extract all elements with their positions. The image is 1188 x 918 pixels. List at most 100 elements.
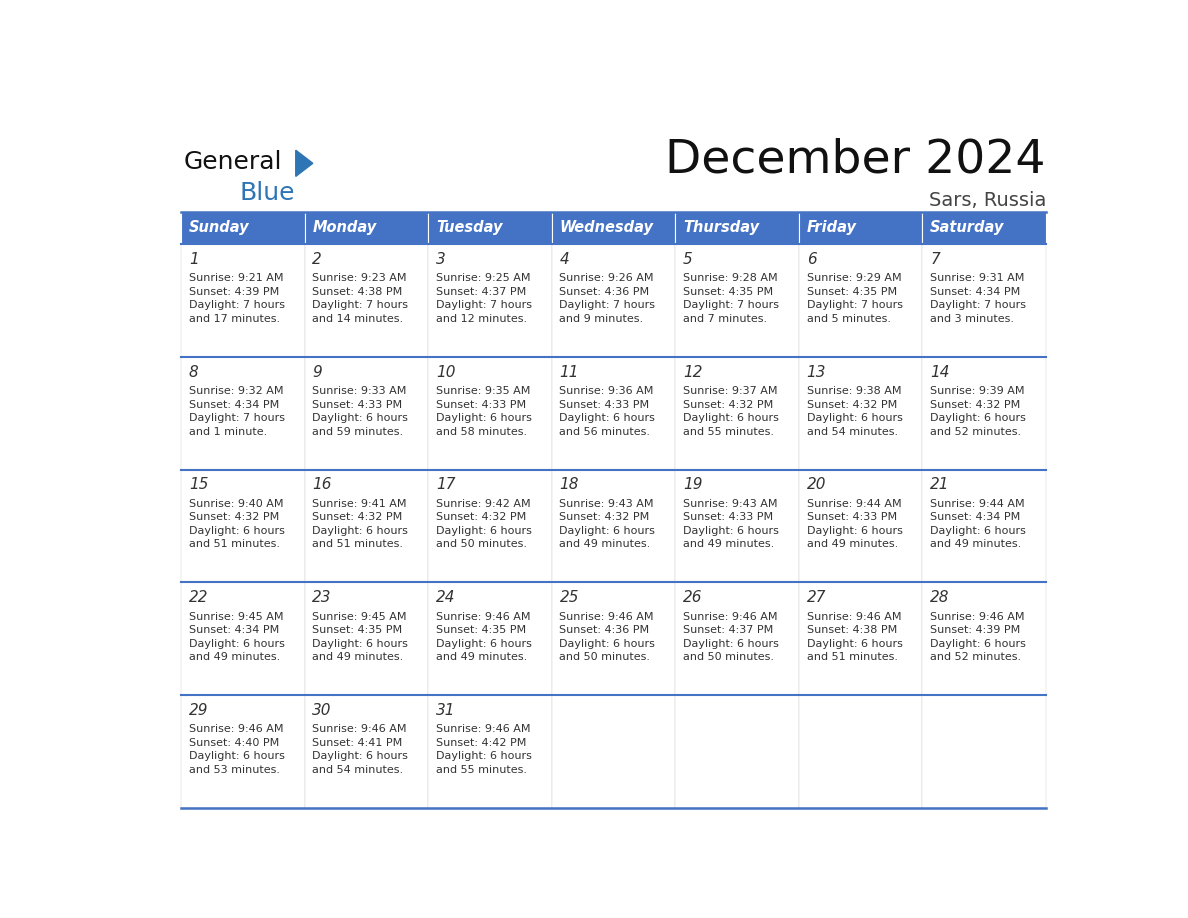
Text: Sunrise: 9:43 AM: Sunrise: 9:43 AM xyxy=(683,498,777,509)
Text: Sunrise: 9:44 AM: Sunrise: 9:44 AM xyxy=(930,498,1025,509)
Bar xyxy=(428,470,551,582)
Text: and 54 minutes.: and 54 minutes. xyxy=(807,427,898,437)
Text: Daylight: 6 hours: Daylight: 6 hours xyxy=(189,526,285,536)
Text: Sunrise: 9:42 AM: Sunrise: 9:42 AM xyxy=(436,498,531,509)
Bar xyxy=(675,212,798,244)
Text: Sunset: 4:33 PM: Sunset: 4:33 PM xyxy=(683,512,773,522)
Bar xyxy=(551,244,675,357)
Text: Sunrise: 9:40 AM: Sunrise: 9:40 AM xyxy=(189,498,283,509)
Text: 28: 28 xyxy=(930,590,949,605)
Text: Sunset: 4:41 PM: Sunset: 4:41 PM xyxy=(312,738,403,748)
Bar xyxy=(181,244,304,357)
Bar xyxy=(428,357,551,470)
Bar xyxy=(922,212,1045,244)
Text: 8: 8 xyxy=(189,364,198,379)
Text: Daylight: 6 hours: Daylight: 6 hours xyxy=(436,413,532,423)
Text: and 12 minutes.: and 12 minutes. xyxy=(436,314,527,324)
Text: Daylight: 7 hours: Daylight: 7 hours xyxy=(807,300,903,310)
Text: Daylight: 6 hours: Daylight: 6 hours xyxy=(930,639,1026,648)
Text: Daylight: 7 hours: Daylight: 7 hours xyxy=(189,300,285,310)
Bar xyxy=(798,212,922,244)
Text: Sunrise: 9:26 AM: Sunrise: 9:26 AM xyxy=(560,274,653,284)
Bar xyxy=(551,695,675,808)
Bar xyxy=(181,357,304,470)
Text: Daylight: 6 hours: Daylight: 6 hours xyxy=(560,413,656,423)
Text: Sunrise: 9:41 AM: Sunrise: 9:41 AM xyxy=(312,498,406,509)
Text: and 49 minutes.: and 49 minutes. xyxy=(436,652,527,662)
Text: Sunday: Sunday xyxy=(189,220,249,236)
Text: Daylight: 6 hours: Daylight: 6 hours xyxy=(560,639,656,648)
Text: Daylight: 6 hours: Daylight: 6 hours xyxy=(930,526,1026,536)
Text: and 9 minutes.: and 9 minutes. xyxy=(560,314,644,324)
Text: Sunset: 4:37 PM: Sunset: 4:37 PM xyxy=(683,625,773,635)
Text: Sunrise: 9:46 AM: Sunrise: 9:46 AM xyxy=(436,611,530,621)
Text: Sunrise: 9:46 AM: Sunrise: 9:46 AM xyxy=(807,611,901,621)
Text: 19: 19 xyxy=(683,477,702,492)
Text: Sunset: 4:37 PM: Sunset: 4:37 PM xyxy=(436,286,526,297)
Text: 15: 15 xyxy=(189,477,208,492)
Text: Sunrise: 9:46 AM: Sunrise: 9:46 AM xyxy=(312,724,406,734)
Text: and 49 minutes.: and 49 minutes. xyxy=(930,539,1022,549)
Text: 10: 10 xyxy=(436,364,455,379)
Text: Sunset: 4:32 PM: Sunset: 4:32 PM xyxy=(312,512,403,522)
Text: 27: 27 xyxy=(807,590,826,605)
Text: Daylight: 6 hours: Daylight: 6 hours xyxy=(189,639,285,648)
Bar xyxy=(181,695,304,808)
Text: 3: 3 xyxy=(436,252,446,267)
Text: and 49 minutes.: and 49 minutes. xyxy=(560,539,651,549)
Text: Sunrise: 9:33 AM: Sunrise: 9:33 AM xyxy=(312,386,406,397)
Text: and 3 minutes.: and 3 minutes. xyxy=(930,314,1015,324)
Text: Sunset: 4:33 PM: Sunset: 4:33 PM xyxy=(560,399,650,409)
Text: Sunrise: 9:25 AM: Sunrise: 9:25 AM xyxy=(436,274,530,284)
Text: Daylight: 7 hours: Daylight: 7 hours xyxy=(436,300,532,310)
Text: and 53 minutes.: and 53 minutes. xyxy=(189,765,280,775)
Bar xyxy=(428,212,551,244)
Text: Sunset: 4:35 PM: Sunset: 4:35 PM xyxy=(807,286,897,297)
Text: Sunset: 4:32 PM: Sunset: 4:32 PM xyxy=(189,512,279,522)
Text: and 59 minutes.: and 59 minutes. xyxy=(312,427,404,437)
Bar xyxy=(675,470,798,582)
Bar xyxy=(798,695,922,808)
Text: Daylight: 6 hours: Daylight: 6 hours xyxy=(436,639,532,648)
Text: Sunset: 4:33 PM: Sunset: 4:33 PM xyxy=(312,399,403,409)
Bar xyxy=(551,357,675,470)
Text: 25: 25 xyxy=(560,590,579,605)
Text: 23: 23 xyxy=(312,590,331,605)
Text: 13: 13 xyxy=(807,364,826,379)
Text: Sunset: 4:32 PM: Sunset: 4:32 PM xyxy=(436,512,526,522)
Text: Daylight: 6 hours: Daylight: 6 hours xyxy=(930,413,1026,423)
Text: Monday: Monday xyxy=(312,220,377,236)
Text: and 49 minutes.: and 49 minutes. xyxy=(683,539,775,549)
Bar xyxy=(428,582,551,695)
Text: Daylight: 6 hours: Daylight: 6 hours xyxy=(436,751,532,761)
Text: Sunrise: 9:21 AM: Sunrise: 9:21 AM xyxy=(189,274,283,284)
Text: Sunset: 4:39 PM: Sunset: 4:39 PM xyxy=(930,625,1020,635)
Text: Sunrise: 9:29 AM: Sunrise: 9:29 AM xyxy=(807,274,902,284)
Text: 20: 20 xyxy=(807,477,826,492)
Text: and 52 minutes.: and 52 minutes. xyxy=(930,427,1022,437)
Text: and 51 minutes.: and 51 minutes. xyxy=(312,539,404,549)
Text: 24: 24 xyxy=(436,590,455,605)
Bar xyxy=(304,582,428,695)
Text: 17: 17 xyxy=(436,477,455,492)
Text: 16: 16 xyxy=(312,477,331,492)
Bar xyxy=(304,470,428,582)
Text: 22: 22 xyxy=(189,590,208,605)
Text: Sunrise: 9:46 AM: Sunrise: 9:46 AM xyxy=(683,611,777,621)
Text: Daylight: 7 hours: Daylight: 7 hours xyxy=(930,300,1026,310)
Text: Daylight: 6 hours: Daylight: 6 hours xyxy=(189,751,285,761)
Text: General: General xyxy=(183,151,282,174)
Text: and 49 minutes.: and 49 minutes. xyxy=(189,652,280,662)
Text: Daylight: 7 hours: Daylight: 7 hours xyxy=(683,300,779,310)
Bar xyxy=(428,695,551,808)
Text: Sunrise: 9:46 AM: Sunrise: 9:46 AM xyxy=(189,724,283,734)
Text: Sunrise: 9:46 AM: Sunrise: 9:46 AM xyxy=(436,724,530,734)
Text: Daylight: 7 hours: Daylight: 7 hours xyxy=(312,300,409,310)
Text: Sunrise: 9:31 AM: Sunrise: 9:31 AM xyxy=(930,274,1024,284)
Text: 14: 14 xyxy=(930,364,949,379)
Text: Sunrise: 9:43 AM: Sunrise: 9:43 AM xyxy=(560,498,653,509)
Text: 4: 4 xyxy=(560,252,569,267)
Text: Sunrise: 9:28 AM: Sunrise: 9:28 AM xyxy=(683,274,778,284)
Text: Sunrise: 9:45 AM: Sunrise: 9:45 AM xyxy=(189,611,283,621)
Text: Tuesday: Tuesday xyxy=(436,220,503,236)
